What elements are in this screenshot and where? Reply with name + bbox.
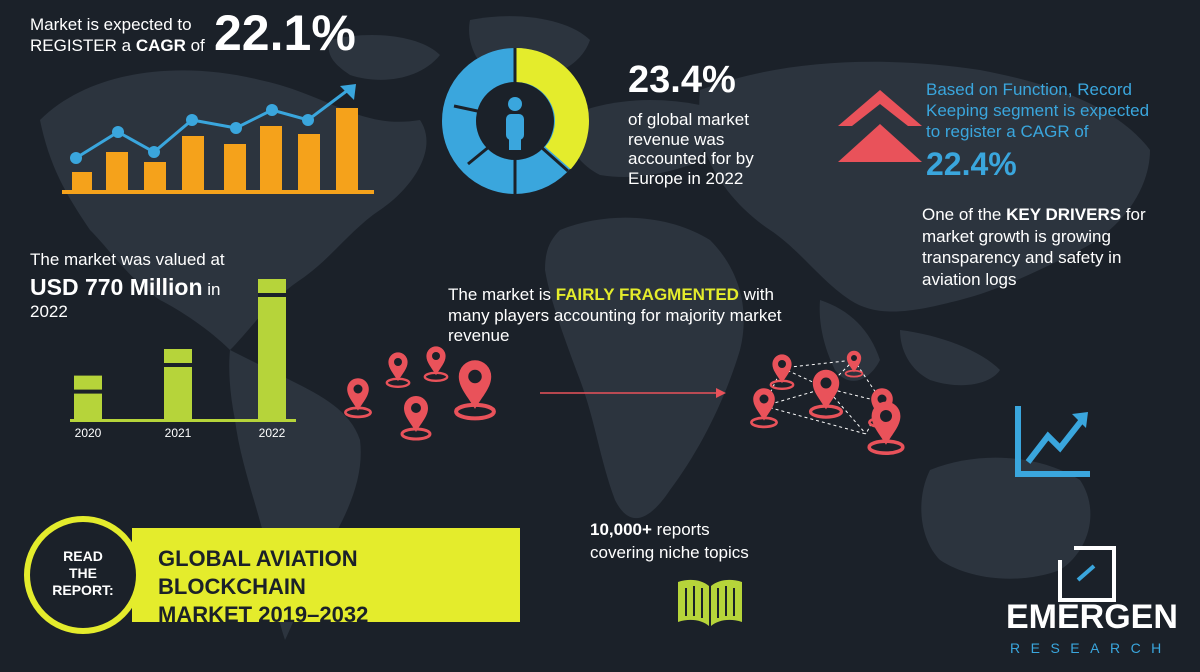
double-up-arrow-icon [838, 90, 922, 162]
growth-arrow-icon [1015, 406, 1090, 477]
location-pin-icon [385, 351, 411, 388]
trend-chart-icon [62, 84, 374, 194]
read-report-banner[interactable] [132, 528, 520, 622]
reports-caption: 10,000+ reports covering niche topics [590, 520, 749, 562]
cagr-caption: Market is expected to REGISTER a CAGR of [30, 14, 205, 56]
logo-name: EMERGEN [1006, 598, 1178, 636]
valued-caption: The market was valued at [30, 250, 225, 269]
market-value-bar-chart: 2020 2021 2022 [70, 279, 296, 440]
fragmented-caption: The market is FAIRLY FRAGMENTED with man… [448, 285, 782, 345]
bar-year-label: 2020 [75, 426, 102, 440]
cagr-value: 22.1% [214, 5, 356, 61]
location-pin-icon [423, 345, 449, 382]
bar-separator [74, 389, 102, 394]
cagr-label: CAGR [135, 36, 186, 55]
europe-share-caption: of global market revenue was accounted f… [628, 110, 754, 188]
donut-person-icon [442, 48, 589, 194]
valued-year: 2022 [30, 302, 68, 321]
cagr-line1: Market is expected to [30, 15, 192, 34]
europe-share-value: 23.4% [628, 59, 736, 101]
reports-count: 10,000+ [590, 520, 652, 539]
bar-year-label: 2022 [259, 426, 286, 440]
logo-mark-icon [1058, 546, 1116, 602]
bar-year-label: 2021 [165, 426, 192, 440]
logo-sub: RESEARCH [1010, 640, 1172, 656]
location-pin-icon [456, 360, 494, 418]
key-drivers-caption: One of the KEY DRIVERS for market growth… [922, 205, 1146, 289]
location-pin-icon [400, 394, 432, 441]
read-report-circle[interactable] [24, 516, 142, 634]
read-report-label[interactable]: READ THE REPORT: [52, 548, 114, 598]
function-cagr-value: 22.4% [926, 146, 1017, 182]
read-report-title[interactable]: GLOBAL AVIATION BLOCKCHAIN MARKET 2019–2… [158, 546, 369, 627]
location-pin-icon [844, 349, 864, 378]
valued-amount: USD 770 Million in [30, 274, 221, 300]
scattered-pins-group [344, 345, 530, 441]
key-drivers-label: KEY DRIVERS [1006, 205, 1122, 224]
bar-2021 [164, 349, 192, 419]
cagr-line2: REGISTER a CAGR of [30, 36, 205, 55]
function-caption: Based on Function, Record Keeping segmen… [926, 80, 1150, 141]
location-pin-icon [867, 399, 905, 456]
location-pin-icon [808, 368, 844, 419]
location-pin-icon [344, 376, 372, 419]
connected-pins-group [750, 349, 905, 456]
bar-2020 [74, 375, 102, 419]
bar-chart-baseline [70, 419, 296, 422]
bar-2022 [258, 279, 286, 419]
location-pin-icon [750, 386, 778, 429]
fragmented-highlight: FAIRLY FRAGMENTED [555, 285, 739, 304]
bar-separator [164, 363, 192, 367]
open-book-icon [678, 579, 742, 626]
right-arrow-icon [540, 388, 726, 398]
bar-separator [258, 293, 286, 297]
valued-amount-bold: USD 770 Million [30, 274, 203, 300]
